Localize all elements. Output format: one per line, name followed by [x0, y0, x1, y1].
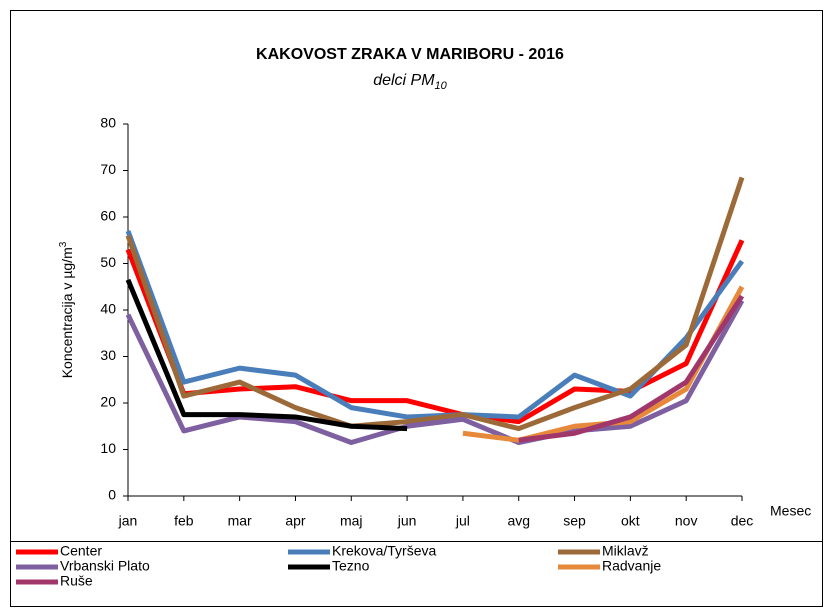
legend-box	[10, 541, 823, 607]
series-line	[125, 299, 745, 446]
series-line	[125, 278, 408, 432]
y-tick-label: 80	[100, 115, 116, 131]
x-tick-label: maj	[340, 513, 363, 529]
y-tick-label: 60	[100, 208, 116, 224]
x-tick-label: apr	[285, 513, 306, 529]
y-tick-label: 50	[100, 254, 116, 270]
subtitle-text: delci PM	[373, 72, 435, 89]
chart-frame	[10, 10, 823, 607]
x-tick-label: avg	[507, 513, 530, 529]
y-tick-label: 20	[100, 394, 116, 410]
y-label-text: Koncentracija v µg/m	[59, 247, 75, 378]
x-tick-label: feb	[174, 513, 194, 529]
x-tick-label: nov	[675, 513, 698, 529]
y-label-superscript: 3	[58, 241, 69, 247]
legend-label: Tezno	[332, 558, 370, 574]
legend-label: Center	[60, 543, 102, 559]
x-tick-label: okt	[621, 513, 640, 529]
y-tick-label: 40	[100, 301, 116, 317]
series-line	[125, 176, 745, 432]
series-line	[518, 294, 745, 443]
x-tick-label: jan	[118, 513, 138, 529]
x-tick-label: dec	[731, 513, 754, 529]
legend-label: Miklavž	[602, 543, 649, 559]
y-tick-label: 30	[100, 347, 116, 363]
y-axis-label: Koncentracija v µg/m3	[58, 241, 75, 378]
legend-label: Radvanje	[602, 558, 661, 574]
chart-subtitle: delci PM10	[373, 72, 447, 92]
subtitle-subscript: 10	[435, 80, 448, 92]
y-tick-label: 70	[100, 161, 116, 177]
x-axis-label: Mesec	[770, 503, 811, 519]
x-tick-label: sep	[563, 513, 586, 529]
legend-label: Ruše	[60, 573, 93, 589]
x-tick-label: jun	[397, 513, 417, 529]
x-tick-label: mar	[228, 513, 252, 529]
chart-title: KAKOVOST ZRAKA V MARIBORU - 2016	[256, 46, 564, 63]
legend-label: Krekova/Tyrševa	[332, 543, 436, 559]
x-tick-label: jul	[455, 513, 470, 529]
y-tick-label: 0	[108, 487, 116, 503]
legend-label: Vrbanski Plato	[60, 558, 150, 574]
y-tick-label: 10	[100, 440, 116, 456]
